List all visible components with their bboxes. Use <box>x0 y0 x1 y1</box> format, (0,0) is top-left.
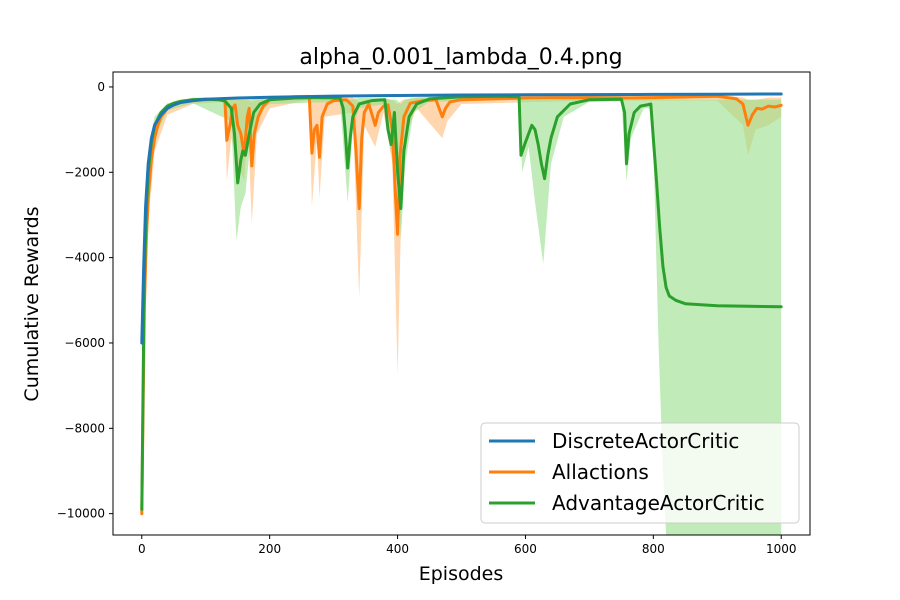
plot-frame <box>112 71 811 536</box>
x-tick-label: 600 <box>514 542 537 556</box>
series-lines <box>140 92 783 516</box>
y-axis-label: Cumulative Rewards <box>21 206 43 401</box>
y-tick-label: −2000 <box>64 165 105 179</box>
y-tick-label: −10000 <box>57 507 105 521</box>
x-tick-label: 200 <box>258 542 281 556</box>
x-tick-label: 0 <box>138 542 146 556</box>
legend-label-advantageactorcritic: AdvantageActorCritic <box>552 491 765 515</box>
y-tick-label: −4000 <box>64 251 105 265</box>
legend-label-discreteactorcritic: DiscreteActorCritic <box>552 429 739 453</box>
x-tick-label: 1000 <box>766 542 797 556</box>
line-discreteactorcritic <box>140 92 783 345</box>
y-tick-label: −6000 <box>64 336 105 350</box>
x-axis: 0 200 400 600 800 1000 <box>138 535 797 556</box>
chart-title: alpha_0.001_lambda_0.4.png <box>299 45 622 70</box>
legend-box <box>480 422 800 524</box>
y-tick-label: −8000 <box>64 421 105 435</box>
y-tick-label: 0 <box>97 80 105 94</box>
x-axis-label: Episodes <box>419 563 504 585</box>
y-axis: 0 −2000 −4000 −6000 −8000 −10000 <box>57 80 113 521</box>
legend: DiscreteActorCritic Allactions AdvantageAc… <box>480 422 800 524</box>
x-tick-label: 400 <box>386 542 409 556</box>
legend-label-allactions: Allactions <box>552 460 649 484</box>
x-tick-label: 800 <box>642 542 665 556</box>
